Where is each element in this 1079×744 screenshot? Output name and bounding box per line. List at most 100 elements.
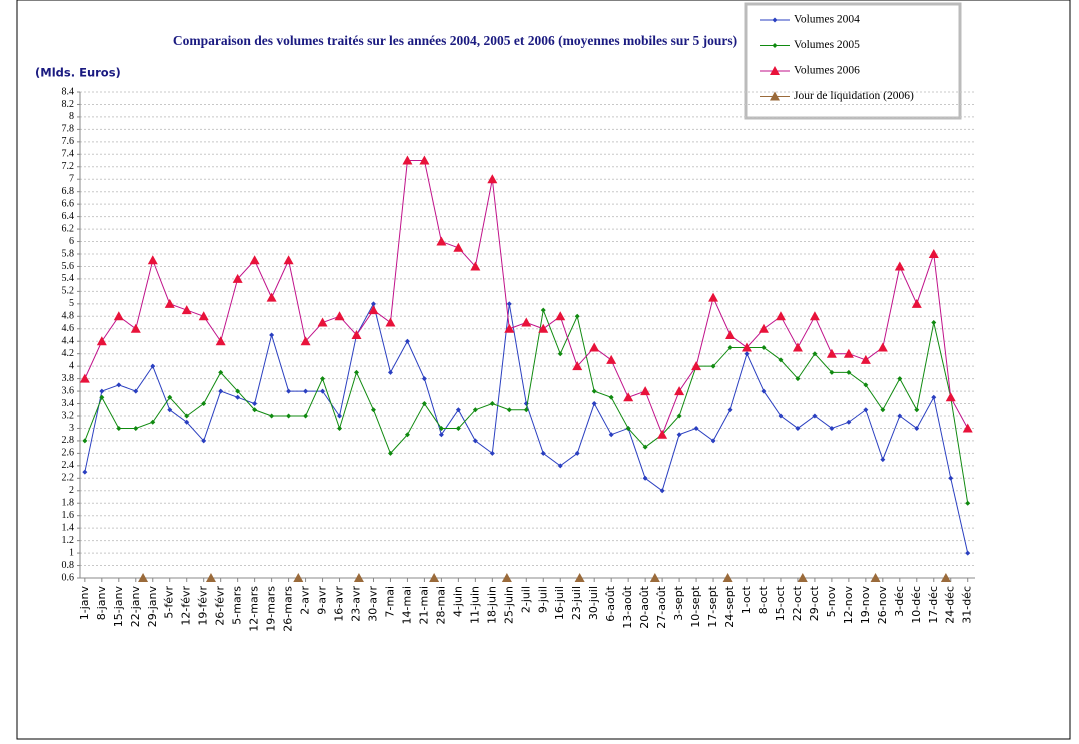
marker [232, 273, 243, 283]
marker [215, 336, 226, 346]
x-tick-label: 5-nov [825, 586, 838, 618]
marker [116, 382, 122, 388]
marker [778, 357, 784, 363]
legend-marker [772, 17, 778, 23]
marker [795, 425, 801, 431]
marker [370, 407, 376, 413]
marker [368, 305, 379, 315]
marker [795, 376, 801, 382]
marker [710, 438, 716, 444]
x-tick-label: 14-mai [400, 586, 413, 624]
x-tick-label: 17-sept [706, 585, 719, 627]
marker [99, 394, 105, 400]
marker [164, 298, 175, 308]
x-tick-label: 12-févr [180, 586, 193, 626]
marker [269, 332, 275, 338]
marker [727, 407, 733, 413]
marker [591, 388, 597, 394]
marker [812, 351, 818, 357]
marker [725, 330, 736, 339]
marker [742, 342, 753, 352]
marker [897, 413, 903, 419]
marker [843, 348, 854, 358]
marker [252, 407, 258, 413]
marker [506, 407, 512, 413]
marker [758, 323, 769, 333]
y-tick-label: 7.4 [62, 149, 75, 160]
marker [812, 413, 818, 419]
marker [775, 311, 786, 321]
x-tick-label: 5-mars [231, 586, 244, 625]
marker [99, 388, 105, 394]
x-tick-label: 29-oct [808, 585, 821, 621]
x-tick-label: 10-sept [689, 585, 702, 627]
marker [778, 413, 784, 419]
marker [387, 369, 393, 375]
x-tick-label: 26-févr [214, 586, 227, 626]
x-tick-label: 10-déc [910, 586, 923, 624]
marker [249, 255, 260, 265]
marker [744, 351, 750, 357]
y-tick-label: 5.2 [62, 286, 75, 297]
y-tick-label: 8 [69, 111, 74, 122]
marker [470, 261, 481, 271]
marker [438, 432, 444, 438]
x-tick-label: 3-déc [893, 586, 906, 617]
x-tick-label: 26-nov [876, 586, 889, 625]
marker [860, 354, 871, 364]
y-tick-label: 3 [69, 423, 74, 434]
marker [846, 419, 852, 425]
marker [79, 373, 90, 383]
x-tick-label: 30-avr [366, 586, 379, 622]
marker [557, 351, 563, 357]
marker [218, 369, 224, 375]
marker [710, 363, 716, 369]
marker [877, 342, 888, 352]
marker [642, 475, 648, 481]
marker [385, 317, 396, 327]
x-tick-label: 12-nov [842, 586, 855, 625]
y-tick-label: 4.6 [62, 323, 75, 334]
x-tick-label: 26-mars [282, 586, 295, 632]
marker [642, 444, 648, 450]
marker [523, 407, 529, 413]
marker [574, 573, 585, 582]
marker [184, 419, 190, 425]
marker [555, 311, 566, 321]
marker [218, 388, 224, 394]
marker [429, 573, 440, 582]
marker [320, 376, 326, 382]
marker [897, 376, 903, 382]
marker [659, 488, 665, 494]
marker [138, 573, 149, 582]
marker [640, 386, 651, 396]
marker [945, 392, 956, 402]
x-tick-label: 1-oct [740, 585, 753, 614]
x-tick-label: 12-mars [248, 586, 261, 632]
marker [404, 432, 410, 438]
y-tick-label: 3.8 [62, 373, 75, 384]
marker [286, 413, 292, 419]
marker [501, 573, 512, 582]
x-tick-label: 31-déc [961, 586, 974, 624]
marker [691, 361, 702, 371]
marker [181, 305, 192, 315]
x-tick-label: 20-août [638, 585, 651, 628]
marker [337, 425, 343, 431]
x-tick-label: 7-mai [383, 586, 396, 617]
marker [337, 413, 343, 419]
y-tick-label: 8.2 [62, 99, 75, 110]
x-tick-label: 23-avr [350, 586, 363, 622]
marker [914, 407, 920, 413]
y-tick-label: 1 [69, 547, 74, 558]
marker [286, 388, 292, 394]
x-tick-label: 19-mars [265, 586, 278, 632]
marker [606, 354, 617, 364]
x-tick-label: 19-nov [859, 586, 872, 625]
marker [353, 573, 364, 582]
marker [317, 317, 328, 327]
marker [540, 307, 546, 313]
marker [133, 388, 139, 394]
marker [421, 401, 427, 407]
marker [880, 407, 886, 413]
